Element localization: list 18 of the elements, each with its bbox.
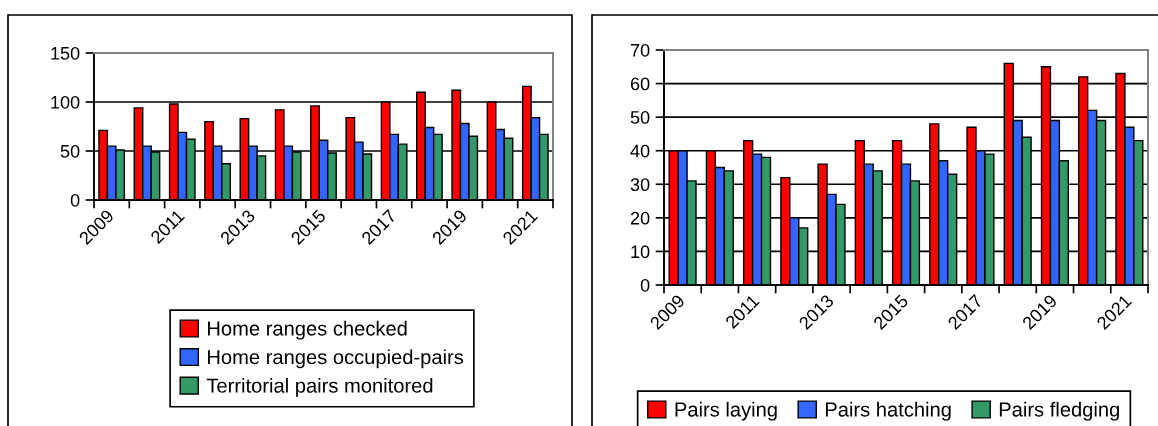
y-tick-label: 0: [640, 278, 650, 292]
y-tick-label: 100: [51, 95, 80, 109]
legend-label: Pairs hatching: [825, 401, 951, 421]
legend-label: Pairs laying: [675, 401, 777, 421]
y-tick-label: 30: [630, 178, 650, 192]
y-tick-label: 50: [60, 144, 80, 158]
y-tick-label: 70: [630, 43, 650, 57]
legend-label: Home ranges checked: [208, 320, 407, 340]
legend-label: Territorial pairs monitored: [206, 377, 433, 397]
y-tick-label: 0: [70, 193, 80, 207]
y-tick-label: 10: [631, 245, 650, 259]
y-tick-label: 150: [51, 46, 80, 60]
legend-label: Home ranges occupied-pairs: [208, 349, 464, 369]
legend-label: Pairs fledging: [999, 401, 1119, 421]
y-tick-label: 20: [630, 211, 650, 225]
y-tick-label: 40: [630, 144, 650, 158]
y-tick-label: 60: [630, 77, 650, 91]
y-tick-label: 50: [630, 111, 650, 124]
